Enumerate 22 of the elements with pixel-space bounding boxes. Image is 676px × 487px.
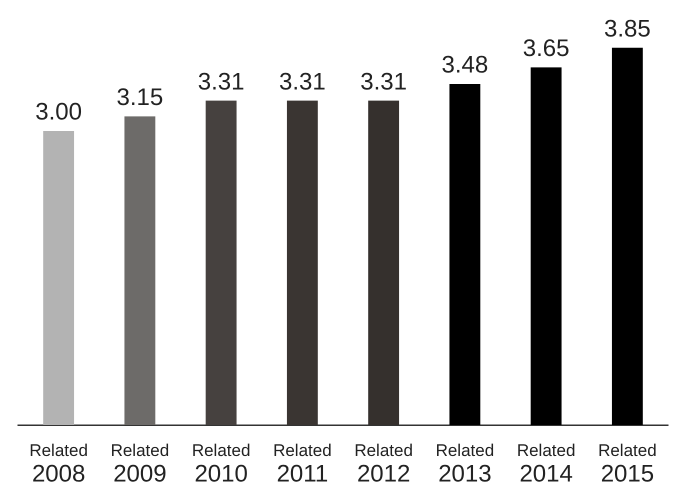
- x-tick-label: Related 2008: [29, 441, 88, 487]
- data-label: 3.31: [360, 68, 407, 96]
- x-tick-label: Related 2012: [354, 441, 413, 487]
- data-label: 3.15: [116, 84, 164, 111]
- x-tick-label: Related 2013: [436, 441, 494, 487]
- data-label: 3.00: [35, 98, 82, 126]
- data-label: 3.48: [442, 52, 488, 79]
- x-tick-label: Related 2010: [192, 441, 250, 487]
- x-tick-label: Related 2009: [110, 441, 170, 487]
- x-tick-label: Related 2014: [516, 441, 576, 487]
- data-label: 3.65: [522, 34, 570, 62]
- bar: [612, 48, 643, 425]
- bar: [530, 67, 562, 425]
- data-label: 3.31: [198, 68, 244, 96]
- bar: [449, 84, 480, 425]
- bar: [43, 131, 74, 425]
- bar: [206, 100, 237, 425]
- bar: [124, 116, 156, 425]
- data-label: 3.31: [279, 68, 326, 96]
- data-label: 3.85: [604, 15, 651, 42]
- x-tick-label: Related 2011: [273, 441, 332, 487]
- x-tick-label: Related 2015: [598, 441, 657, 487]
